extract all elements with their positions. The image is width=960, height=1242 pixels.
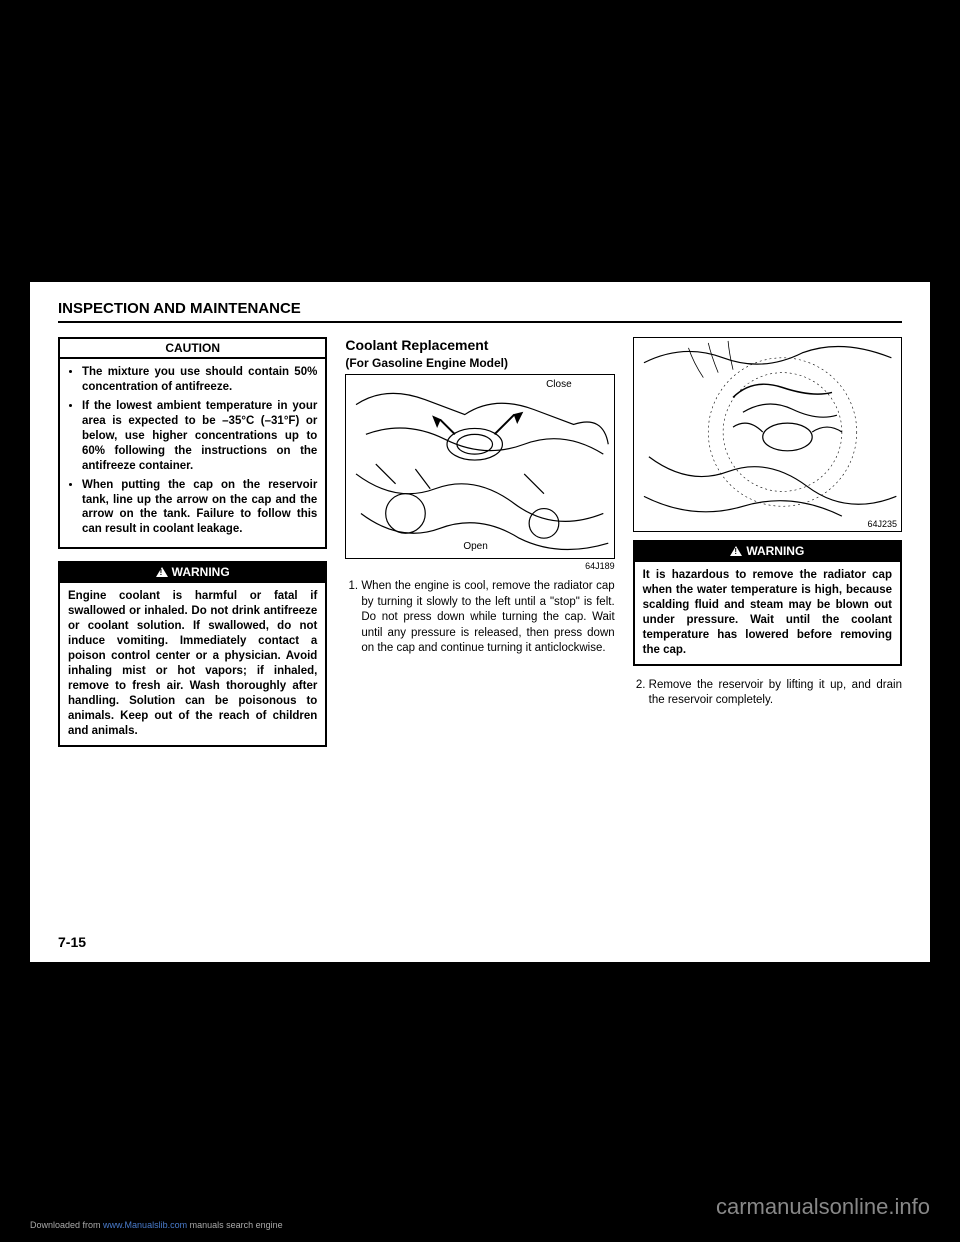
- footer-suffix: manuals search engine: [187, 1220, 283, 1230]
- footer-prefix: Downloaded from: [30, 1220, 103, 1230]
- step-text: When the engine is cool, remove the radi…: [345, 579, 614, 657]
- warning-icon: [730, 546, 742, 556]
- hot-radiator-diagram: 64J235: [633, 337, 902, 532]
- warning-title: WARNING: [60, 563, 325, 583]
- left-column: CAUTION The mixture you use should conta…: [58, 337, 327, 759]
- caution-item: The mixture you use should contain 50% c…: [82, 365, 317, 395]
- radiator-cap-diagram: Close Open: [345, 374, 614, 559]
- figure-number: 64J189: [345, 561, 614, 571]
- caution-title: CAUTION: [60, 339, 325, 359]
- footer-link[interactable]: www.Manualslib.com: [103, 1220, 187, 1230]
- caution-box: CAUTION The mixture you use should conta…: [58, 337, 327, 549]
- warning-body: It is hazardous to remove the radiator c…: [635, 562, 900, 664]
- warning-box: WARNING Engine coolant is harmful or fat…: [58, 561, 327, 746]
- step-text: Remove the reservoir by lifting it up, a…: [633, 678, 902, 709]
- close-label: Close: [544, 379, 574, 390]
- warning-body: Engine coolant is harmful or fatal if sw…: [60, 583, 325, 744]
- warning-title-text: WARNING: [172, 565, 230, 579]
- coolant-title: Coolant Replacement: [345, 337, 614, 353]
- diagram-svg: [634, 338, 901, 531]
- manual-page: INSPECTION AND MAINTENANCE CAUTION The m…: [30, 282, 930, 962]
- warning-box: WARNING It is hazardous to remove the ra…: [633, 540, 902, 666]
- caution-item: When putting the cap on the reservoir ta…: [82, 478, 317, 538]
- open-label: Open: [461, 541, 489, 552]
- warning-icon: [156, 567, 168, 577]
- center-column: Coolant Replacement (For Gasoline Engine…: [345, 337, 614, 759]
- diagram-svg: [346, 375, 613, 558]
- caution-item: If the lowest ambient temperature in you…: [82, 399, 317, 474]
- coolant-subtitle: (For Gasoline Engine Model): [345, 356, 614, 370]
- caution-body: The mixture you use should contain 50% c…: [60, 359, 325, 547]
- step-2: Remove the reservoir by lifting it up, a…: [649, 678, 902, 709]
- warning-title: WARNING: [635, 542, 900, 562]
- figure-number: 64J235: [867, 519, 897, 529]
- step-1: When the engine is cool, remove the radi…: [361, 579, 614, 657]
- warning-title-text: WARNING: [746, 544, 804, 558]
- content-columns: CAUTION The mixture you use should conta…: [58, 337, 902, 759]
- section-header: INSPECTION AND MAINTENANCE: [58, 300, 902, 323]
- page-number: 7-15: [58, 934, 86, 950]
- watermark: carmanualsonline.info: [716, 1194, 930, 1220]
- right-column: 64J235: [633, 337, 902, 759]
- footer: Downloaded from www.Manualslib.com manua…: [30, 1220, 283, 1230]
